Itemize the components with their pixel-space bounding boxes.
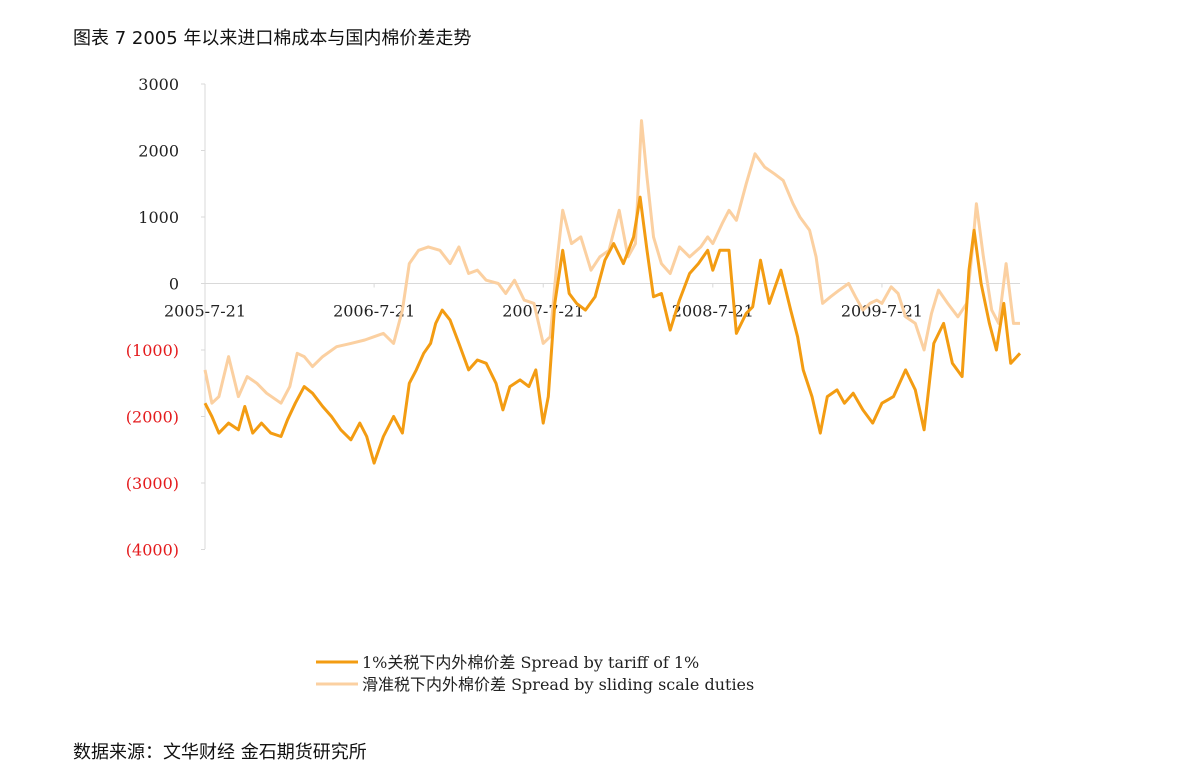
y-tick-label: (4000) — [126, 541, 179, 560]
legend-label-1: 1%关税下内外棉价差 Spread by tariff of 1% — [362, 653, 699, 672]
chart-legend: 1%关税下内外棉价差 Spread by tariff of 1% 滑准税下内外棉… — [316, 653, 754, 694]
x-tick-label: 2005-7-21 — [164, 302, 246, 321]
y-tick-label: 1000 — [138, 208, 179, 227]
series-line-1 — [203, 195, 1022, 465]
y-tick-label: 2000 — [138, 142, 179, 161]
legend-label-2: 滑准税下内外棉价差 Spread by sliding scale duties — [362, 675, 754, 694]
y-tick-label: (3000) — [126, 474, 179, 493]
y-tick-label: (2000) — [126, 408, 179, 427]
page-title: 图表 7 2005 年以来进口棉成本与国内棉价差走势 — [73, 28, 472, 49]
x-tick-label: 2008-7-21 — [672, 302, 754, 321]
y-tick-label: 3000 — [138, 75, 179, 94]
x-tick-label: 2006-7-21 — [333, 302, 415, 321]
chart-lines — [203, 119, 1022, 465]
chart-axes: 3000 2000 1000 0 (1000) (2000) (3000) (4000) 200… — [126, 75, 1020, 560]
x-tick-label: 2007-7-21 — [502, 302, 584, 321]
y-tick-label: 0 — [169, 275, 179, 294]
source-note: 数据来源：文华财经 金石期货研究所 — [73, 742, 367, 763]
y-tick-label: (1000) — [126, 341, 179, 360]
series-line-2 — [203, 119, 1020, 405]
